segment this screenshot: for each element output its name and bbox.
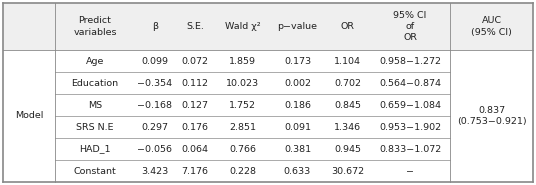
Text: MS: MS [88, 100, 102, 110]
Text: 7.176: 7.176 [182, 166, 209, 176]
Text: 0.958−1.272: 0.958−1.272 [379, 56, 441, 65]
Text: AUC
(95% CI): AUC (95% CI) [471, 16, 512, 37]
Text: 0.659−1.084: 0.659−1.084 [379, 100, 441, 110]
Text: OR: OR [340, 22, 354, 31]
Text: 0.381: 0.381 [284, 144, 311, 154]
Text: Model: Model [15, 112, 43, 120]
Text: 1.859: 1.859 [229, 56, 256, 65]
Text: 0.833−1.072: 0.833−1.072 [379, 144, 441, 154]
Text: 0.845: 0.845 [334, 100, 361, 110]
Text: 1.104: 1.104 [334, 56, 361, 65]
Text: 0.702: 0.702 [334, 78, 361, 88]
Text: 0.564−0.874: 0.564−0.874 [379, 78, 441, 88]
Text: 0.173: 0.173 [284, 56, 311, 65]
Text: 0.127: 0.127 [182, 100, 209, 110]
Text: −0.168: −0.168 [138, 100, 173, 110]
Text: Predict
variables: Predict variables [73, 16, 117, 37]
Bar [3, 3, 533, 50]
Text: 0.186: 0.186 [284, 100, 311, 110]
Text: 0.064: 0.064 [182, 144, 209, 154]
Text: Constant: Constant [73, 166, 116, 176]
Text: 0.297: 0.297 [142, 122, 168, 132]
Text: 0.633: 0.633 [284, 166, 311, 176]
Text: 0.099: 0.099 [142, 56, 168, 65]
Text: 30.672: 30.672 [331, 166, 364, 176]
Text: β: β [152, 22, 158, 31]
Text: SRS N.E: SRS N.E [76, 122, 114, 132]
Text: 0.837
(0.753−0.921): 0.837 (0.753−0.921) [457, 106, 526, 126]
Text: 0.176: 0.176 [182, 122, 209, 132]
Text: 0.953−1.902: 0.953−1.902 [379, 122, 441, 132]
Text: 0.945: 0.945 [334, 144, 361, 154]
Text: 0.112: 0.112 [182, 78, 209, 88]
Text: −: − [406, 166, 414, 176]
Text: −0.056: −0.056 [138, 144, 173, 154]
Text: 2.851: 2.851 [229, 122, 256, 132]
Text: Education: Education [71, 78, 118, 88]
Text: Wald χ²: Wald χ² [225, 22, 260, 31]
Text: 10.023: 10.023 [226, 78, 259, 88]
Text: 95% CI
of
OR: 95% CI of OR [393, 11, 427, 42]
Text: 0.002: 0.002 [284, 78, 311, 88]
Text: 0.091: 0.091 [284, 122, 311, 132]
Text: 1.346: 1.346 [334, 122, 361, 132]
Text: 0.072: 0.072 [182, 56, 209, 65]
Text: 1.752: 1.752 [229, 100, 256, 110]
Text: p−value: p−value [278, 22, 317, 31]
Text: 0.766: 0.766 [229, 144, 256, 154]
Text: HAD_1: HAD_1 [79, 144, 111, 154]
Text: −0.354: −0.354 [137, 78, 173, 88]
Text: Age: Age [86, 56, 104, 65]
Text: S.E.: S.E. [186, 22, 204, 31]
Text: 3.423: 3.423 [142, 166, 169, 176]
Text: 0.228: 0.228 [229, 166, 256, 176]
